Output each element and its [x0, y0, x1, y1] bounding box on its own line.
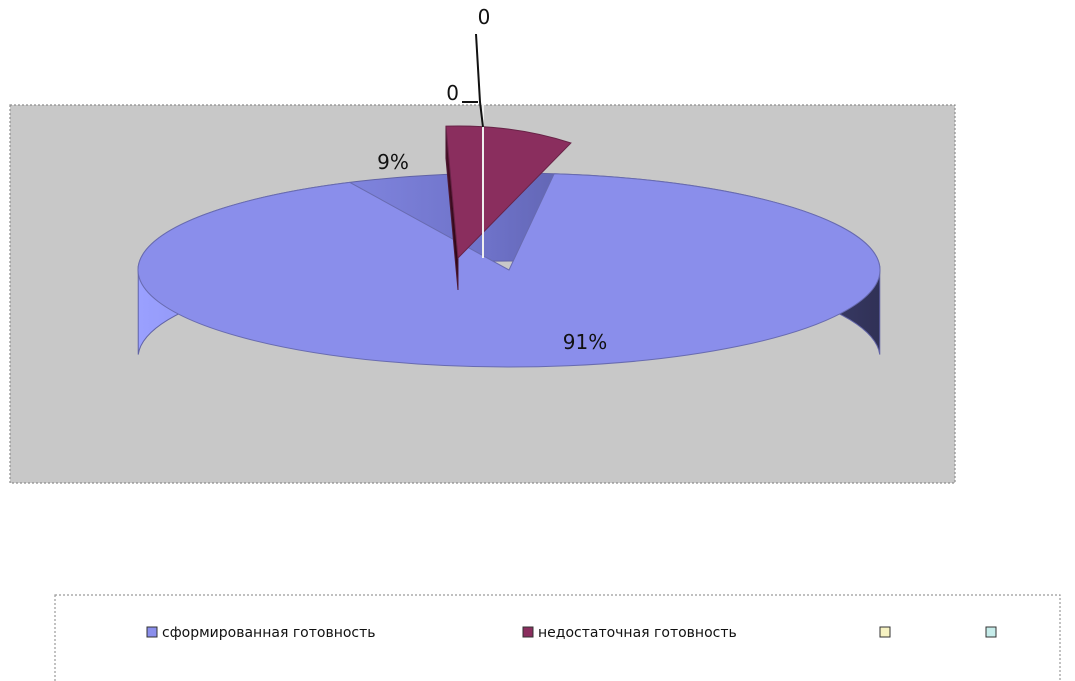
legend-swatch-4 [985, 626, 997, 638]
label-layer: 91% 9% 0 0 [377, 5, 607, 354]
legend-label-1: сформированная готовность [162, 625, 376, 641]
slice-2 [445, 125, 572, 260]
slice-4 [475, 33, 484, 128]
legend-swatch-2 [522, 626, 534, 638]
slice-label-2: 9% [377, 150, 409, 174]
slice-label-3: 0 [446, 81, 459, 105]
slice-label-4: 0 [478, 5, 491, 29]
legend-swatch-1 [146, 626, 158, 638]
pie-layer [137, 33, 881, 368]
slice-label-1: 91% [563, 330, 607, 354]
legend-layer: сформированная готовность недостаточная г… [54, 594, 1061, 681]
legend-box [54, 594, 1061, 681]
legend-label-2: недостаточная готовность [538, 625, 737, 641]
slice-1 [137, 173, 881, 368]
legend-swatch-3 [879, 626, 891, 638]
